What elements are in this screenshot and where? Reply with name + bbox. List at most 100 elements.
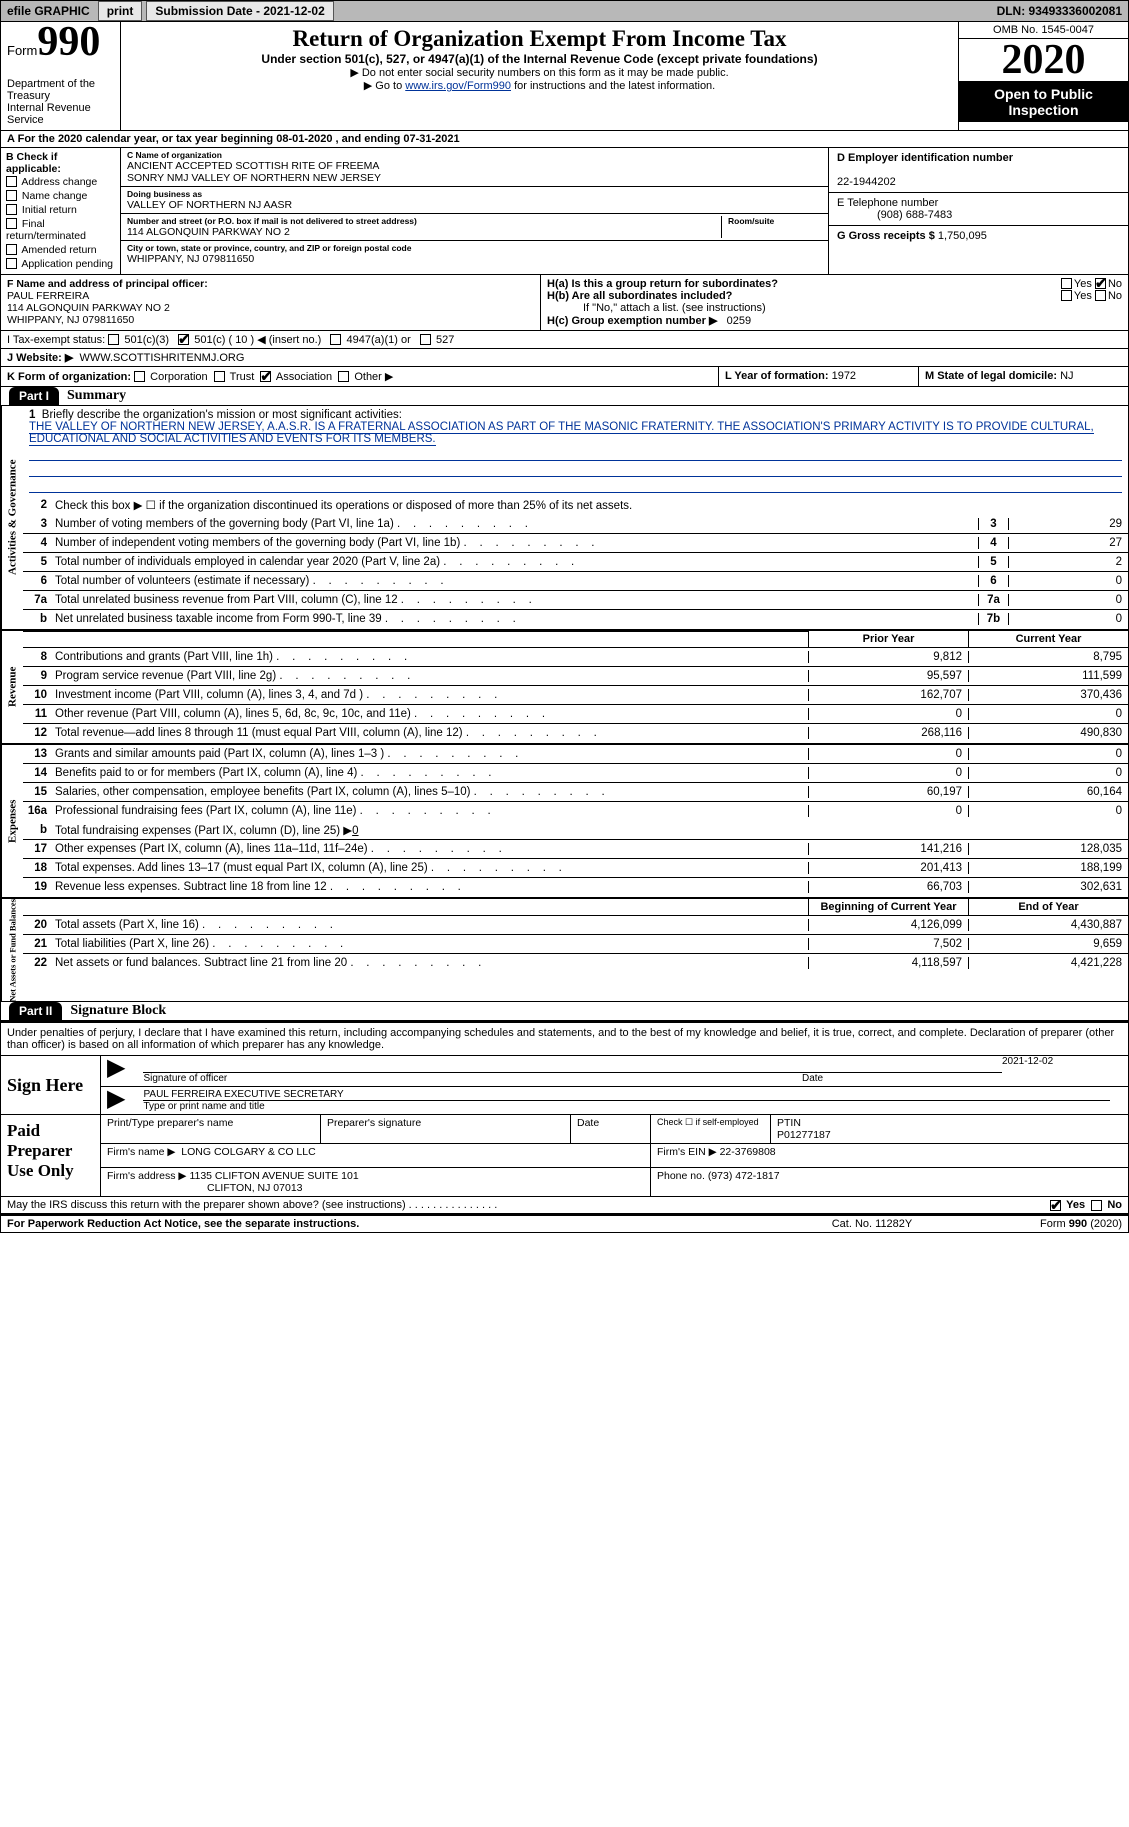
part-2-tab: Part II [9,1002,62,1020]
col-eoy: End of Year [968,899,1128,915]
line-20: 20Total assets (Part X, line 16) 4,126,0… [23,916,1128,935]
cb-amended[interactable]: Amended return [6,243,115,257]
line-9: 9Program service revenue (Part VIII, lin… [23,667,1128,686]
officer-name-title: PAUL FERREIRA EXECUTIVE SECRETARY [143,1089,1110,1100]
org-name-2: SONRY NMJ VALLEY OF NORTHERN NEW JERSEY [127,172,381,184]
vlabel-governance: Activities & Governance [1,406,23,629]
cb-trust[interactable] [214,371,225,382]
cb-name-change[interactable]: Name change [6,189,115,203]
paperwork-notice: For Paperwork Reduction Act Notice, see … [7,1218,772,1230]
form-title: Return of Organization Exempt From Incom… [127,26,952,52]
prep-sig-col: Preparer's signature [321,1115,571,1143]
line-11: 11Other revenue (Part VIII, column (A), … [23,705,1128,724]
line-15: 15Salaries, other compensation, employee… [23,783,1128,802]
sign-here-label: Sign Here [1,1056,101,1114]
firm-name: LONG COLGARY & CO LLC [181,1146,315,1158]
net-col-header: Beginning of Current Year End of Year [23,899,1128,916]
paid-preparer-row: Paid Preparer Use Only Print/Type prepar… [1,1114,1128,1196]
year-formation: 1972 [832,370,856,382]
print-button[interactable]: print [98,1,143,21]
cb-app-pending[interactable]: Application pending [6,257,115,271]
cb-initial-return[interactable]: Initial return [6,203,115,217]
dept-treasury: Department of the Treasury [7,78,114,102]
org-name-label: C Name of organization [127,150,822,160]
section-deg: D Employer identification number 22-1944… [828,148,1128,274]
efile-label: efile GRAPHIC [1,4,96,18]
irs-link[interactable]: www.irs.gov/Form990 [405,80,511,92]
dba-value: VALLEY OF NORTHERN NJ AASR [127,199,292,211]
revenue-section: Revenue Prior Year Current Year 8Contrib… [0,631,1129,745]
sig-date: 2021-12-02 [1002,1056,1122,1082]
line-18: 18Total expenses. Add lines 13–17 (must … [23,859,1128,878]
ptin: P01277187 [777,1129,831,1141]
discuss-no[interactable] [1091,1200,1102,1211]
tax-year: 2020 [959,39,1128,82]
state-domicile: NJ [1060,370,1073,382]
cb-corp[interactable] [134,371,145,382]
gross-receipts-label: G Gross receipts $ [837,230,935,242]
row-klm: K Form of organization: Corporation Trus… [0,367,1129,387]
firm-ein: 22-3769808 [720,1146,776,1158]
cat-no: Cat. No. 11282Y [772,1218,972,1230]
expenses-section: Expenses 13Grants and similar amounts pa… [0,745,1129,899]
ha-no[interactable] [1095,278,1106,289]
city-label: City or town, state or province, country… [127,243,822,253]
header-title-block: Return of Organization Exempt From Incom… [121,22,958,130]
section-b: B Check if applicable: Address change Na… [1,148,121,274]
cb-501c[interactable] [178,334,189,345]
header-right: OMB No. 1545-0047 2020 Open to PublicIns… [958,22,1128,130]
form-note-2: ▶ Go to www.irs.gov/Form990 for instruct… [127,79,952,92]
cb-501c3[interactable] [108,334,119,345]
cb-other[interactable] [338,371,349,382]
form-990: 990 [37,19,100,65]
part-2-title: Signature Block [62,1003,166,1019]
cb-4947[interactable] [330,334,341,345]
line-12: 12Total revenue—add lines 8 through 11 (… [23,724,1128,743]
top-toolbar: efile GRAPHIC print Submission Date - 20… [0,0,1129,22]
firm-phone: (973) 472-1817 [708,1170,780,1182]
form-subtitle: Under section 501(c), 527, or 4947(a)(1)… [127,52,952,66]
col-boy: Beginning of Current Year [808,899,968,915]
cb-address-change[interactable]: Address change [6,175,115,189]
part-1-header: Part I Summary [0,387,1129,406]
line-4: 4Number of independent voting members of… [23,534,1128,553]
line-22: 22Net assets or fund balances. Subtract … [23,954,1128,973]
org-name-1: ANCIENT ACCEPTED SCOTTISH RITE OF FREEMA [127,160,379,172]
governance-section: Activities & Governance 1 Briefly descri… [0,406,1129,631]
sig-arrow-icon-2: ▶ [107,1089,137,1112]
cb-assoc[interactable] [260,371,271,382]
part-2-header: Part II Signature Block [0,1002,1129,1021]
hb-yes[interactable] [1061,290,1072,301]
line-5: 5Total number of individuals employed in… [23,553,1128,572]
row-f-h: F Name and address of principal officer:… [0,274,1129,331]
city-value: WHIPPANY, NJ 079811650 [127,253,254,265]
part-1-tab: Part I [9,387,59,405]
section-f: F Name and address of principal officer:… [1,275,541,330]
cb-final-return[interactable]: Final return/terminated [6,217,115,243]
prep-selfemp: Check ☐ if self-employed [651,1115,771,1143]
addr-label: Number and street (or P.O. box if mail i… [127,216,721,226]
submission-date-button[interactable]: Submission Date - 2021-12-02 [146,1,333,21]
prep-name-col: Print/Type preparer's name [101,1115,321,1143]
vlabel-net: Net Assets or Fund Balances [1,899,23,1002]
line-10: 10Investment income (Part VIII, column (… [23,686,1128,705]
phone-value: (908) 688-7483 [837,209,952,221]
may-discuss-row: May the IRS discuss this return with the… [0,1197,1129,1214]
officer-name: PAUL FERREIRA [7,290,89,302]
line-21: 21Total liabilities (Part X, line 26) 7,… [23,935,1128,954]
line-1: 1 Briefly describe the organization's mi… [23,406,1128,496]
hb-note: If "No," attach a list. (see instruction… [547,302,1122,314]
gross-receipts-value: 1,750,095 [938,230,987,242]
cb-527[interactable] [420,334,431,345]
line-16a: 16aProfessional fundraising fees (Part I… [23,802,1128,821]
discuss-yes[interactable] [1050,1200,1061,1211]
ha-yes[interactable] [1061,278,1072,289]
phone-label: E Telephone number [837,197,938,209]
signature-block: Under penalties of perjury, I declare th… [0,1021,1129,1197]
hb-no[interactable] [1095,290,1106,301]
vlabel-expenses: Expenses [1,745,23,897]
line-19: 19Revenue less expenses. Subtract line 1… [23,878,1128,897]
line-b: bNet unrelated business taxable income f… [23,610,1128,629]
header-left: Form990 Department of the Treasury Inter… [1,22,121,130]
perjury-declaration: Under penalties of perjury, I declare th… [1,1023,1128,1056]
